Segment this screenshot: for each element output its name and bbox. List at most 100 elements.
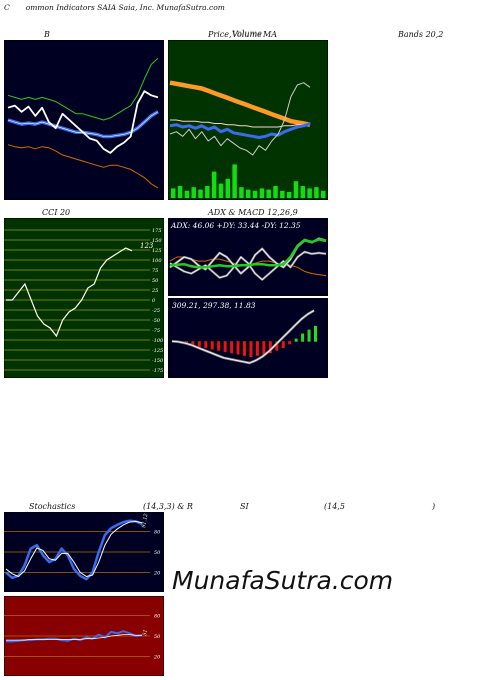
macd-histogram-bar [243,341,246,356]
volume-bar [286,192,292,198]
adx-background [168,218,328,296]
volume-bar [191,187,196,198]
macd-histogram-bar [301,333,305,342]
volume-bar [293,181,299,198]
volume-bar [218,183,224,198]
cci-tick-label: 100 [152,258,162,264]
minus-di-line [169,251,327,281]
long-ma-line [169,80,311,127]
volume-bar [252,190,258,198]
price-line [169,82,311,156]
macd-chart: 309.21, 297.38, 11.83 [168,298,328,378]
cci-tick-label: 50 [152,278,159,284]
macd-histogram-bar [262,341,266,355]
stoch-title-e: ) [432,502,436,511]
upper-band-line [7,57,159,121]
macd-histogram-bar [230,341,234,354]
rsi-line [6,630,143,643]
rsi-panel: 80 50 20 51 [4,596,164,676]
cci-tick-label: 75 [152,268,158,274]
rsi-tick-label: 80 [154,614,161,620]
macd-histogram-bar [288,341,292,345]
short-ma-line [169,122,311,139]
adx-panel: ADX: 46.06 +DY: 33.44 -DY: 12.35 [168,218,328,296]
volume-bar [205,186,210,198]
volume-bar [314,187,319,198]
cci-line [6,247,133,338]
volume-bar [184,190,190,198]
macd-panel: 309.21, 297.38, 11.83 [168,298,328,378]
cci-tick-label: -50 [152,318,161,324]
cci-tick-label: 0 [152,298,156,304]
cci-tick-label: -25 [152,308,160,314]
macd-line [171,310,315,364]
volume-bar [273,186,278,198]
rsi-chart: 80 50 20 51 [4,596,164,676]
stoch-k-line [5,519,143,581]
stoch-title-c: SI [240,502,249,511]
volume-overlay-title: Volume [232,29,262,38]
price-background [168,40,328,200]
bollinger-chart [4,40,164,200]
price-line [7,90,159,154]
macd-histogram-bar [275,341,279,351]
cci-chart: 175 150 125 100 75 50 25 0 -25 -50 -75 -100 -125 -150… [4,218,164,378]
ma-title: MA [263,30,277,39]
bollinger-background [4,40,164,200]
cci-value-label: 123 [140,242,154,250]
volume-bar [198,189,203,198]
cci-tick-label: 175 [152,228,162,234]
volume-bar [246,189,251,198]
cci-panel: 175 150 125 100 75 50 25 0 -25 -50 -75 -100 -125 -150… [4,218,164,378]
cci-tick-label: -125 [152,348,163,354]
stochastics-panel: 80 50 20 91.12 [4,512,164,592]
stoch-title-a: Stochastics [29,502,76,511]
macd-readout: 309.21, 297.38, 11.83 [172,301,256,310]
macd-histogram-bar [307,329,311,342]
volume-bar [307,188,312,198]
watermark: MunafaSutra.com [172,566,394,595]
mid-ma-line [170,119,311,128]
stoch-tick-label: 50 [154,550,161,556]
macd-histogram-bar [314,325,317,342]
adx-trend-line [169,238,327,269]
volume-bar [225,178,231,198]
macd-histogram-bar [210,341,214,350]
rsi-average-line [6,634,142,641]
volume-bar [259,188,265,198]
adx-chart: ADX: 46.06 +DY: 33.44 -DY: 12.35 [168,218,328,296]
price-volume-chart [168,40,328,200]
macd-histogram-bar [197,341,201,347]
cci-tick-label: -100 [152,338,164,344]
title-initial: C [4,3,10,12]
cci-tick-label: 125 [152,248,162,254]
stoch-title-b: (14,3,3) & R [143,502,193,511]
rsi-tick-label: 20 [153,654,161,660]
macd-histogram-bar [281,341,285,349]
stoch-d-line [5,520,143,577]
bands-title: Bands 20,2 [398,30,444,39]
macd-histogram-bar [268,341,272,354]
cci-tick-label: -75 [152,328,160,334]
stoch-value-label: 91.12 [141,513,149,528]
volume-bar [266,189,271,198]
cci-title: CCI 20 [42,208,71,217]
volume-bar [321,190,326,198]
volume-bar [300,186,306,198]
stochastics-chart: 80 50 20 91.12 [4,512,164,592]
volume-bar [171,188,176,198]
adx-readout: ADX: 46.06 +DY: 33.44 -DY: 12.35 [170,221,301,230]
stoch-tick-label: 20 [153,570,161,576]
macd-histogram-bar [191,341,195,346]
macd-histogram-bar [223,341,227,352]
adx-macd-title: ADX & MACD 12,26,9 [208,208,298,217]
volume-bar [177,186,183,198]
rsi-tick-label: 50 [154,634,161,640]
macd-histogram-bar [204,341,208,349]
rsi-value-label: 51 [142,629,149,636]
bollinger-title: B [44,30,50,39]
macd-histogram-bar [294,338,298,342]
title-text: ommon Indicators SAIA Saia, Inc. MunafaS… [25,3,225,12]
stoch-tick-label: 80 [154,530,161,536]
